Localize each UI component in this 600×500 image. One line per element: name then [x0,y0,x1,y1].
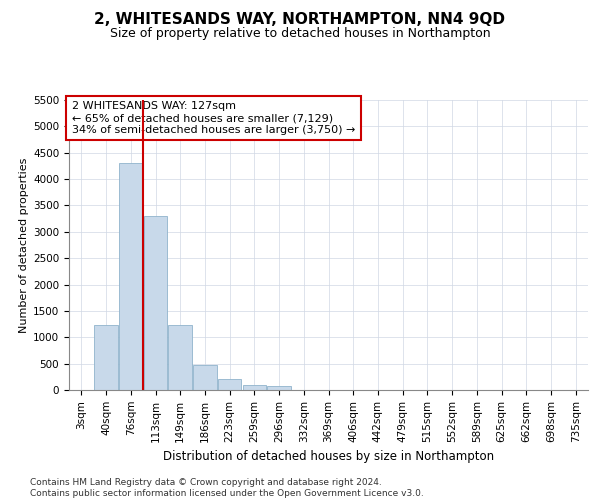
Bar [119,164,143,390]
Bar [268,386,291,390]
Bar [144,216,167,390]
Text: 2, WHITESANDS WAY, NORTHAMPTON, NN4 9QD: 2, WHITESANDS WAY, NORTHAMPTON, NN4 9QD [95,12,505,28]
Bar [193,364,217,390]
X-axis label: Distribution of detached houses by size in Northampton: Distribution of detached houses by size … [163,450,494,463]
Text: Contains HM Land Registry data © Crown copyright and database right 2024.
Contai: Contains HM Land Registry data © Crown c… [30,478,424,498]
Bar [242,386,266,390]
Y-axis label: Number of detached properties: Number of detached properties [19,158,29,332]
Bar [94,325,118,390]
Text: Size of property relative to detached houses in Northampton: Size of property relative to detached ho… [110,28,490,40]
Text: 2 WHITESANDS WAY: 127sqm
← 65% of detached houses are smaller (7,129)
34% of sem: 2 WHITESANDS WAY: 127sqm ← 65% of detach… [71,102,355,134]
Bar [218,380,241,390]
Bar [169,325,192,390]
